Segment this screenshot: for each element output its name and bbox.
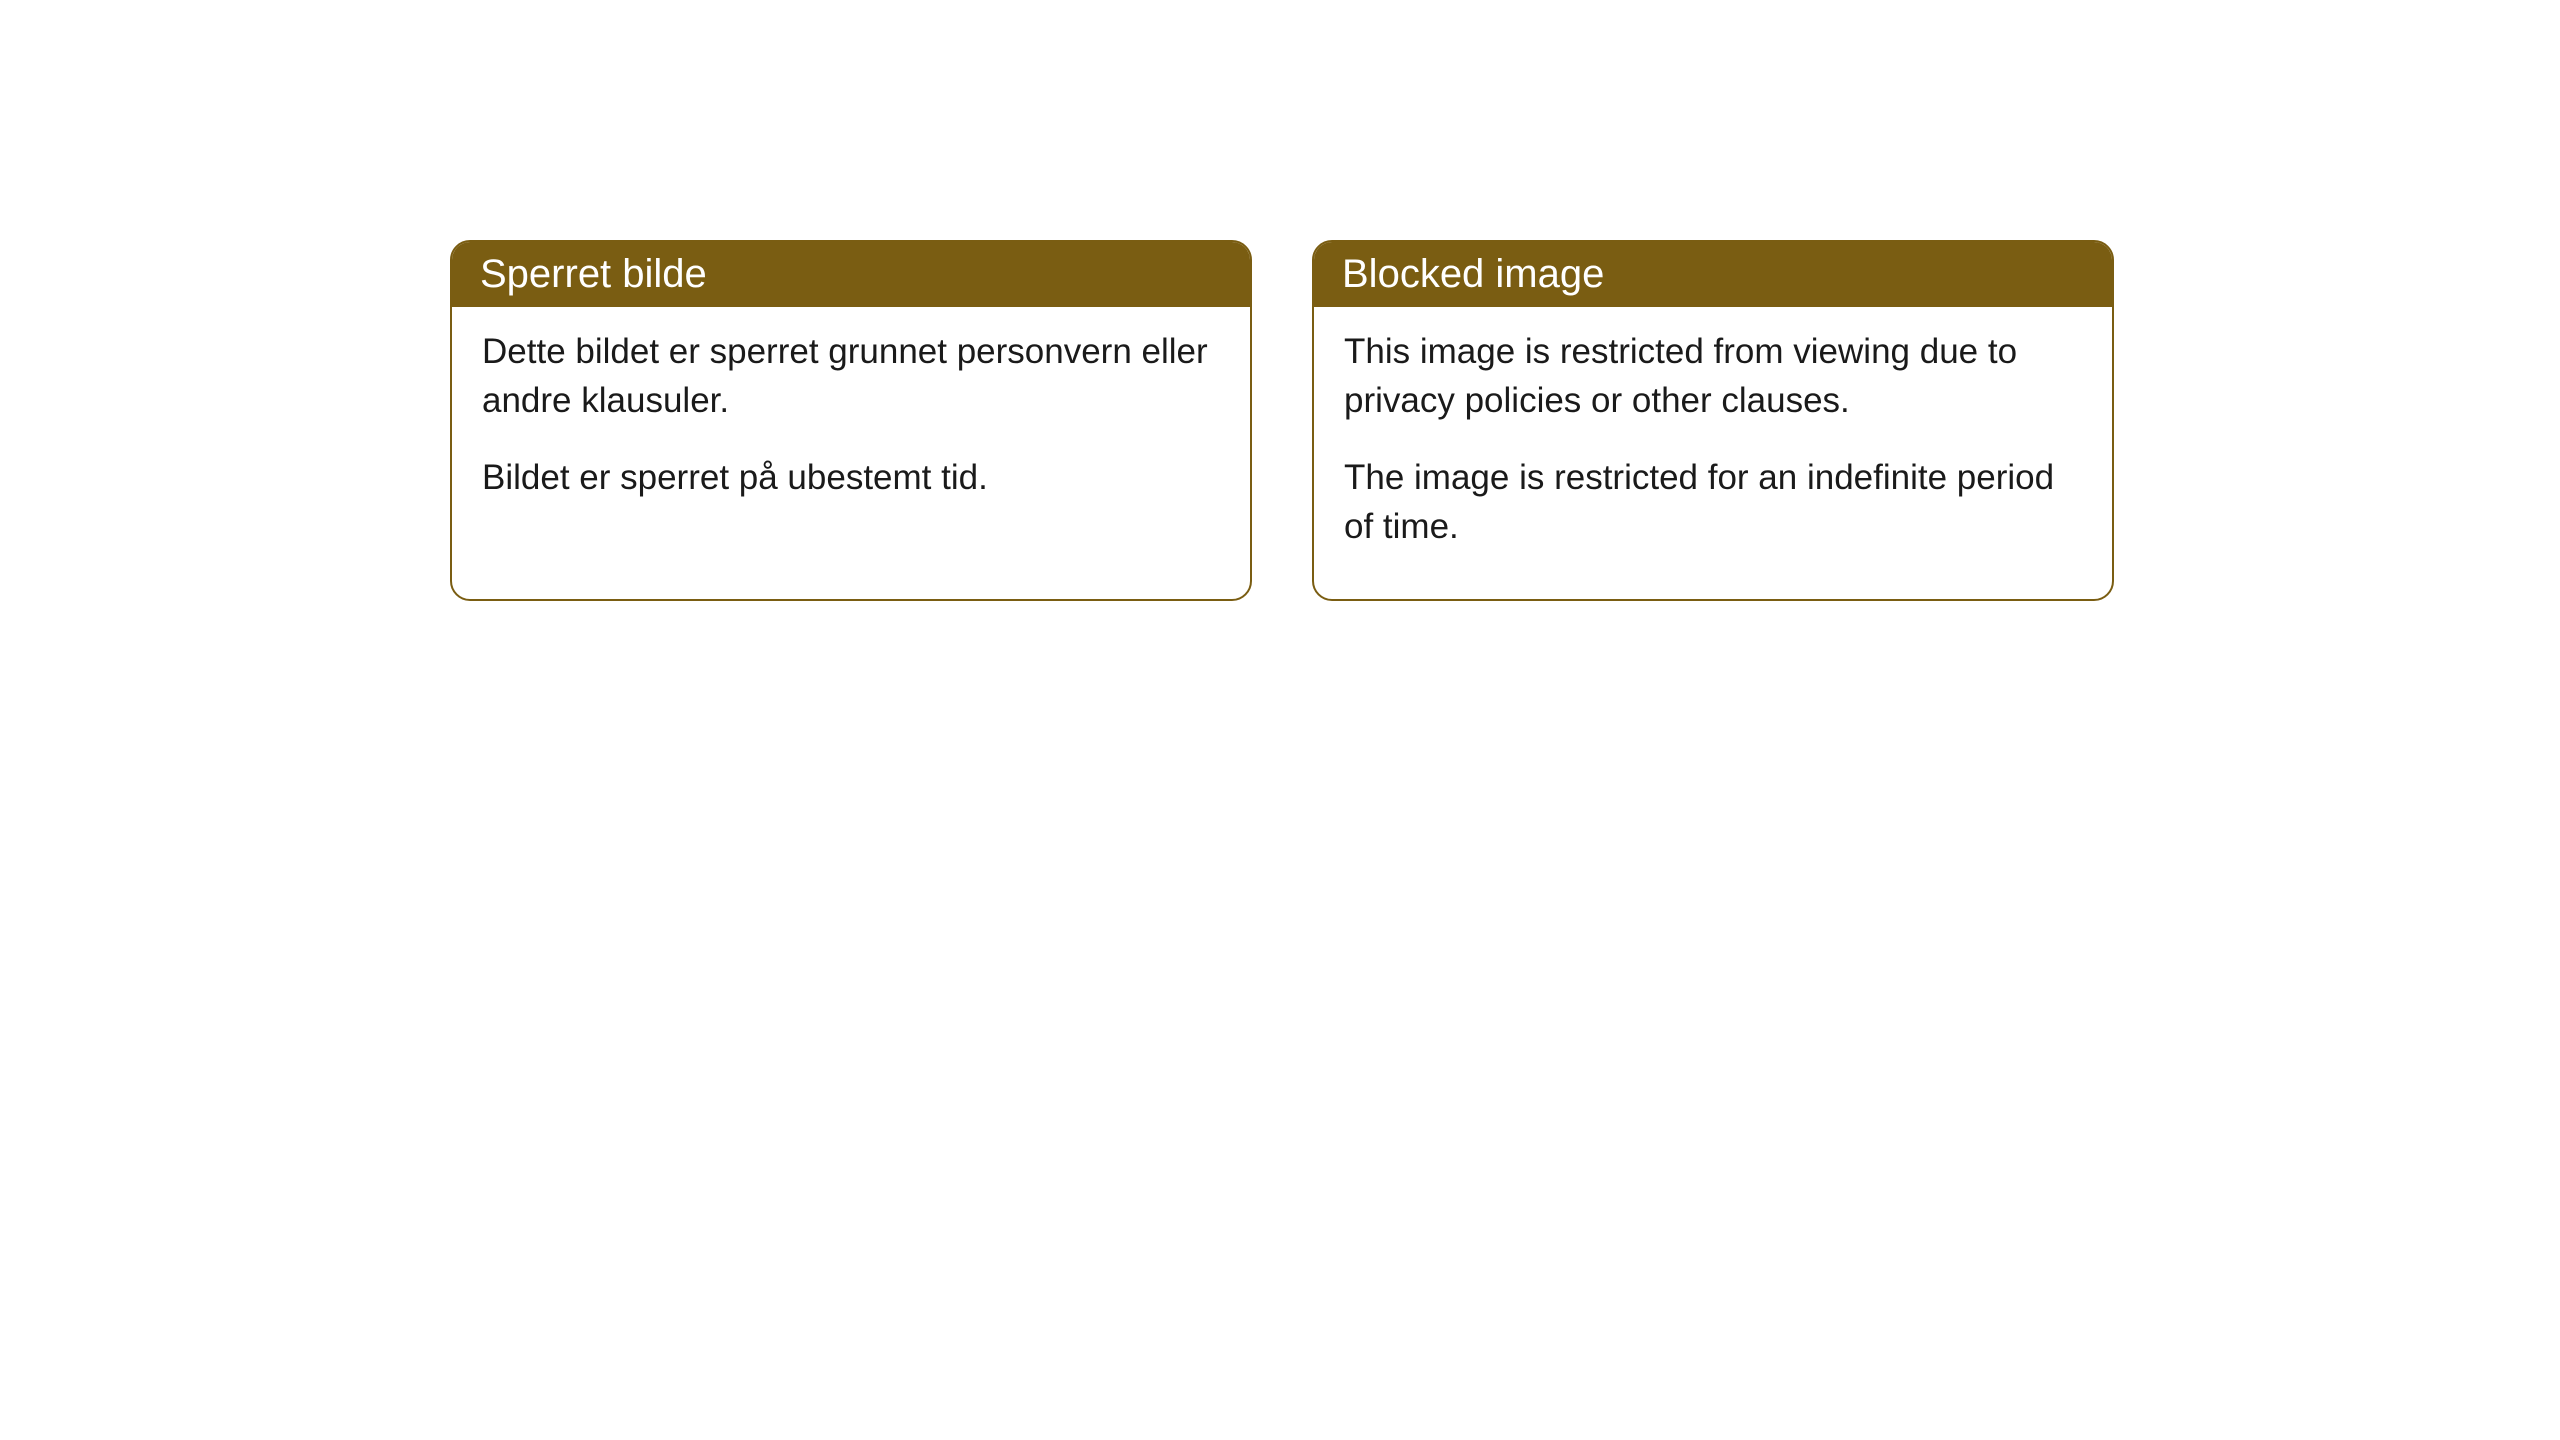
blocked-image-card-english: Blocked image This image is restricted f… bbox=[1312, 240, 2114, 601]
card-body-english: This image is restricted from viewing du… bbox=[1314, 307, 2112, 599]
card-header-english: Blocked image bbox=[1314, 242, 2112, 307]
card-body-norwegian: Dette bildet er sperret grunnet personve… bbox=[452, 307, 1250, 550]
cards-container: Sperret bilde Dette bildet er sperret gr… bbox=[450, 240, 2114, 601]
blocked-image-card-norwegian: Sperret bilde Dette bildet er sperret gr… bbox=[450, 240, 1252, 601]
card-title: Blocked image bbox=[1342, 252, 1604, 296]
card-paragraph-2: The image is restricted for an indefinit… bbox=[1344, 453, 2082, 551]
card-title: Sperret bilde bbox=[480, 252, 707, 296]
card-paragraph-1: Dette bildet er sperret grunnet personve… bbox=[482, 327, 1220, 425]
card-paragraph-2: Bildet er sperret på ubestemt tid. bbox=[482, 453, 1220, 502]
card-header-norwegian: Sperret bilde bbox=[452, 242, 1250, 307]
card-paragraph-1: This image is restricted from viewing du… bbox=[1344, 327, 2082, 425]
